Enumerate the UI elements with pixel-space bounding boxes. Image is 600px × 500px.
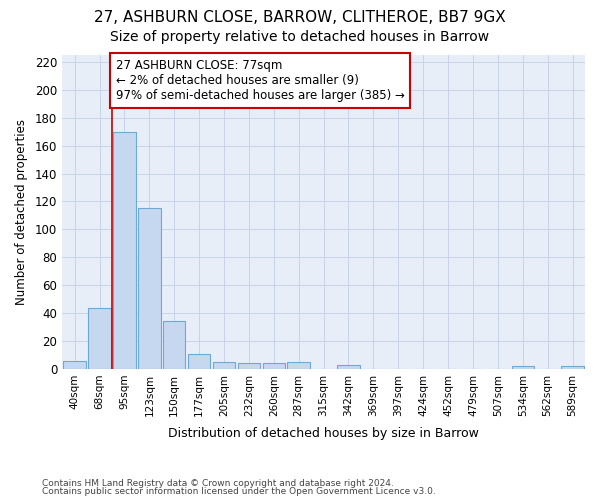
Bar bbox=[238, 364, 260, 369]
Text: Contains HM Land Registry data © Crown copyright and database right 2024.: Contains HM Land Registry data © Crown c… bbox=[42, 478, 394, 488]
Bar bbox=[64, 360, 86, 369]
Bar bbox=[512, 366, 534, 369]
Bar bbox=[113, 132, 136, 369]
Bar bbox=[287, 362, 310, 369]
Text: 27, ASHBURN CLOSE, BARROW, CLITHEROE, BB7 9GX: 27, ASHBURN CLOSE, BARROW, CLITHEROE, BB… bbox=[94, 10, 506, 25]
Bar bbox=[163, 322, 185, 369]
Text: 27 ASHBURN CLOSE: 77sqm
← 2% of detached houses are smaller (9)
97% of semi-deta: 27 ASHBURN CLOSE: 77sqm ← 2% of detached… bbox=[116, 59, 404, 102]
Y-axis label: Number of detached properties: Number of detached properties bbox=[15, 119, 28, 305]
Bar bbox=[263, 364, 285, 369]
Bar bbox=[562, 366, 584, 369]
Text: Contains public sector information licensed under the Open Government Licence v3: Contains public sector information licen… bbox=[42, 488, 436, 496]
Bar bbox=[88, 308, 111, 369]
Bar bbox=[188, 354, 211, 369]
Text: Size of property relative to detached houses in Barrow: Size of property relative to detached ho… bbox=[110, 30, 490, 44]
Bar bbox=[213, 362, 235, 369]
Bar bbox=[337, 364, 359, 369]
Bar bbox=[138, 208, 161, 369]
X-axis label: Distribution of detached houses by size in Barrow: Distribution of detached houses by size … bbox=[168, 427, 479, 440]
